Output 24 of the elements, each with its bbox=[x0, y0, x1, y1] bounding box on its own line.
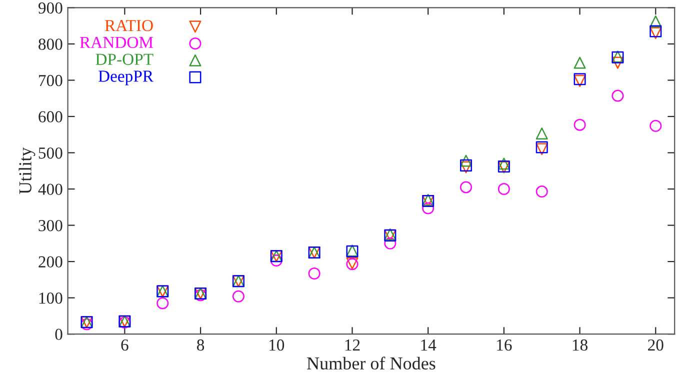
y-tick-label: 300 bbox=[38, 220, 62, 232]
legend-label: DP-OPT bbox=[96, 54, 154, 65]
x-tick-label: 6 bbox=[121, 339, 128, 351]
y-tick-label: 900 bbox=[38, 2, 62, 14]
x-tick-label: 20 bbox=[648, 339, 664, 351]
y-tick-label: 700 bbox=[39, 74, 62, 86]
y-axis-title: Utility bbox=[18, 147, 36, 194]
y-tick-label: 800 bbox=[38, 38, 62, 50]
x-tick-label: 8 bbox=[197, 339, 204, 351]
y-tick-label: 400 bbox=[38, 184, 62, 195]
legend-label: RATIO bbox=[104, 20, 153, 32]
x-tick-label: 14 bbox=[421, 340, 436, 351]
y-tick-label: 600 bbox=[38, 111, 62, 122]
x-tick-label: 12 bbox=[345, 339, 360, 351]
x-tick-label: 18 bbox=[572, 339, 588, 351]
legend-label: DeepPR bbox=[98, 70, 154, 86]
legend-label: RANDOM bbox=[80, 36, 154, 48]
y-tick-label: 100 bbox=[39, 292, 62, 304]
x-axis-title: Number of Nodes bbox=[307, 356, 436, 370]
x-tick-label: 10 bbox=[270, 339, 284, 351]
y-tick-label: 0 bbox=[55, 328, 62, 340]
y-tick-label: 200 bbox=[38, 256, 62, 268]
y-tick-label: 500 bbox=[38, 147, 62, 159]
x-tick-label: 16 bbox=[497, 339, 512, 351]
